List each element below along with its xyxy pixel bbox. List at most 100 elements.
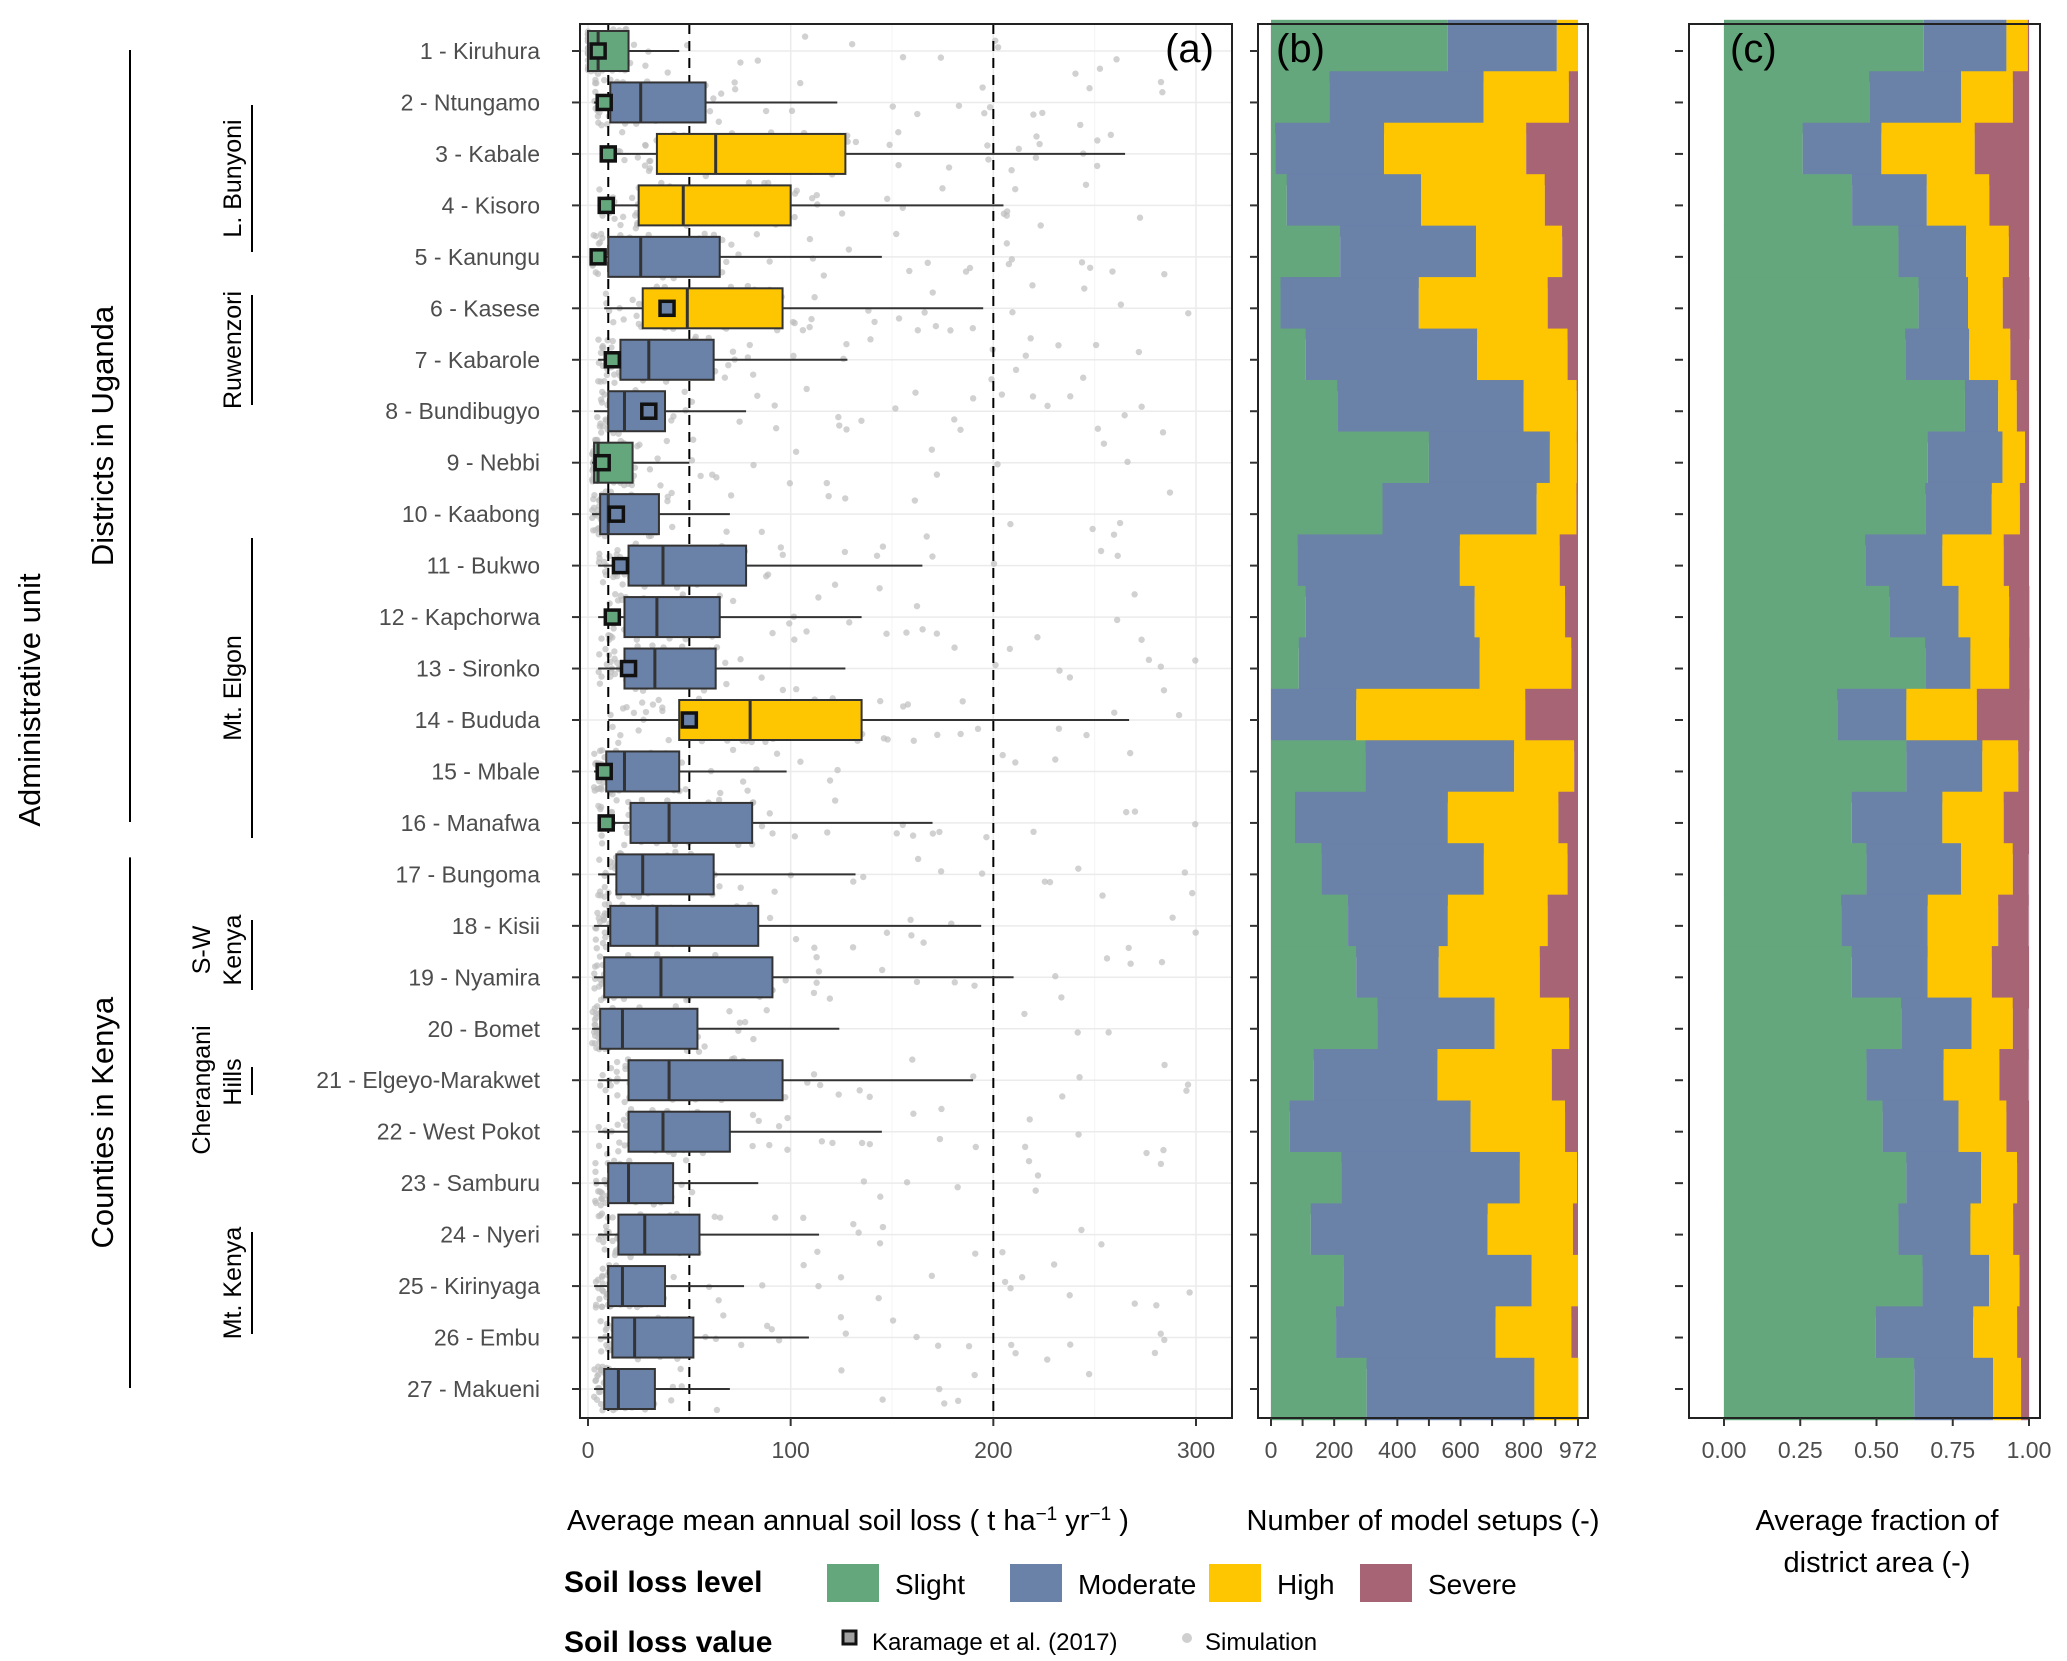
simulation-point [678,759,686,766]
boxplot [592,493,730,536]
simulation-point [768,1326,775,1333]
simulation-point [919,626,926,633]
bar-segment-moderate [1366,1357,1535,1421]
simulation-point [664,497,671,505]
simulation-point [818,1138,826,1145]
simulation-point [771,888,778,895]
simulation-point [1079,374,1087,381]
simulation-point [913,1333,920,1341]
bar-segment-severe [1571,1306,1578,1369]
bar-segment-severe [2017,1151,2029,1215]
simulation-point [690,436,697,443]
karamage-marker [593,453,611,472]
bar-segment-slight [1271,1100,1290,1163]
simulation-point [1036,140,1043,148]
simulation-point [1029,393,1037,400]
simulation-point [601,929,608,936]
karamage-marker [658,299,676,318]
simulation-point [929,830,937,837]
simulation-point [766,258,773,265]
x-axis-title-c-line: Average fraction of [1756,1505,2000,1537]
simulation-point [793,685,800,693]
legend-title-level: Soil loss level [564,1566,762,1599]
simulation-point [1157,1160,1165,1168]
x-tick-label: 0 [582,1437,595,1463]
simulation-point [593,925,600,932]
simulation-point [722,659,729,667]
simulation-point [1085,1370,1093,1378]
simulation-point [1131,1300,1138,1307]
simulation-point [1008,166,1015,174]
simulation-point [596,186,603,193]
simulation-point [688,1188,696,1196]
bar-segment-high [1556,19,1578,83]
simulation-point [1032,154,1040,161]
simulation-point [766,914,774,922]
simulation-point [1075,865,1082,872]
bar-segment-severe [1577,1151,1578,1215]
simulation-point [1034,634,1041,641]
simulation-point [1007,1285,1014,1292]
simulation-point [654,455,661,462]
simulation-point [1138,403,1145,410]
simulation-point [1075,1131,1082,1138]
simulation-point [1012,366,1020,374]
bar-segment-severe [2010,328,2029,391]
legend-label-karamage: Karamage et al. (2017) [872,1629,1117,1656]
box [623,647,717,690]
simulation-point [837,1274,845,1281]
simulation-point [914,327,922,334]
simulation-point [597,1366,605,1374]
simulation-point [593,944,600,952]
simulation-point [710,95,717,102]
bar-segment-severe [2021,1357,2029,1421]
simulation-point [758,528,766,536]
simulation-point [1012,185,1019,193]
simulation-point [762,107,770,115]
category-label: 22 - West Pokot [377,1119,541,1145]
simulation-point [723,528,730,535]
simulation-point [717,789,724,797]
x-tick-label: 300 [1177,1437,1215,1463]
bar-segment-severe [2013,1203,2029,1266]
simulation-point [737,656,744,663]
simulation-point [910,1110,917,1117]
simulation-point [860,873,867,881]
simulation-point [907,916,914,924]
category-label: 14 - Bududa [415,707,541,733]
simulation-point [642,141,649,149]
simulation-point [1093,162,1101,170]
simulation-point [749,371,757,378]
simulation-point [1066,1292,1073,1299]
panel-c: (c) 0.00 0.25 0.50 0.75 1.00 Average fraction … [1675,19,2051,1579]
simulation-point [749,1142,756,1150]
simulation-point [611,371,618,378]
simulation-point [858,1139,866,1147]
category-label: 11 - Bukwo [427,553,540,579]
bar-segment-severe [1567,843,1578,906]
bar-segment-high [1534,1357,1579,1421]
simulation-point [873,552,881,559]
x-tick-label: 400 [1378,1437,1416,1463]
simulation-point [1082,181,1090,188]
simulation-point [866,1093,873,1101]
simulation-point [893,830,900,837]
x-tick-label: 600 [1441,1437,1479,1463]
box [611,1316,695,1359]
boxplot [598,1110,882,1153]
simulation-point [867,336,874,343]
simulation-point [877,697,884,705]
simulation-point [609,790,616,798]
simulation-point [1127,960,1134,967]
group-label: Districts in Uganda [85,305,120,566]
simulation-point [1037,222,1044,229]
simulation-point [771,1214,779,1221]
bar-segment-severe [2019,1254,2029,1318]
simulation-point [775,1337,783,1344]
simulation-point [983,833,990,841]
simulation-point [613,1058,621,1066]
simulation-point [598,388,606,396]
simulation-point [729,746,737,754]
simulation-point [636,441,643,448]
simulation-point [750,461,757,469]
